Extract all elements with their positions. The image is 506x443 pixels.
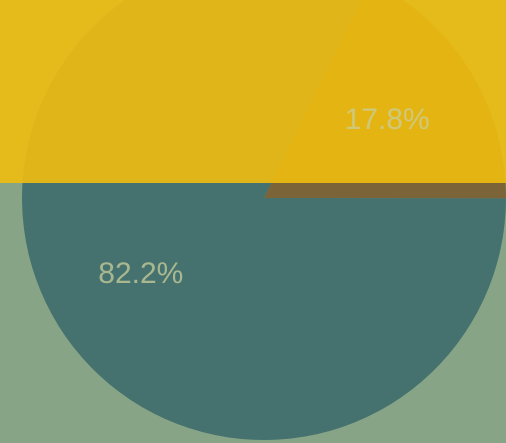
slice-label: 17.8% (345, 103, 430, 136)
overlay-band (0, 0, 506, 183)
slice-label: 82.2% (98, 257, 183, 290)
labels: 17.8% 82.2% (98, 103, 429, 290)
